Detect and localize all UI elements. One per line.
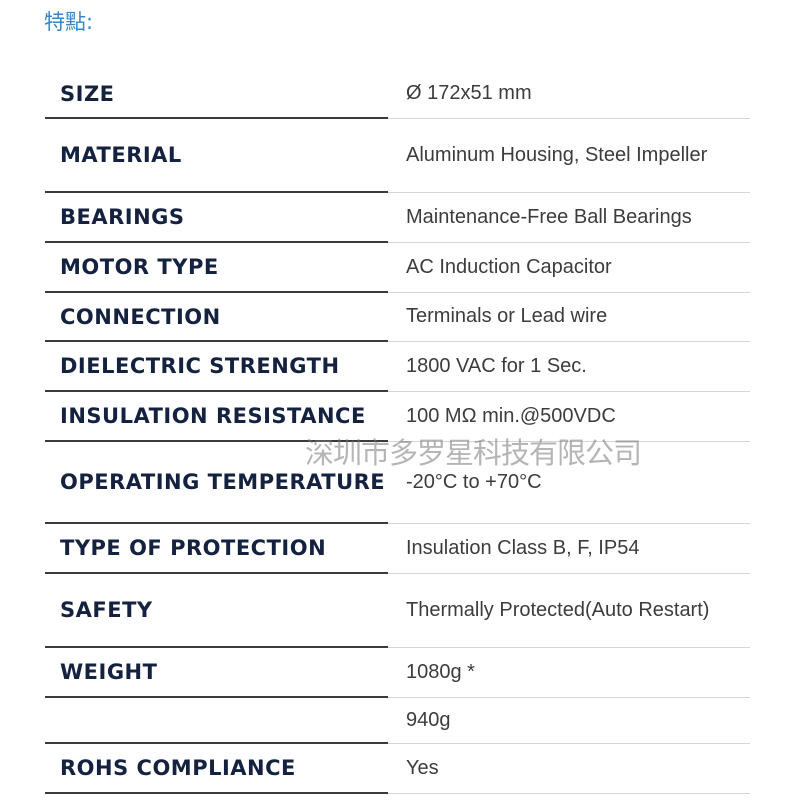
spec-label: MATERIAL — [45, 118, 388, 193]
spec-row: WEIGHT 1080g * — [45, 647, 750, 698]
spec-value: Aluminum Housing, Steel Impeller — [388, 118, 750, 193]
spec-value: Ø 172x51 mm — [388, 70, 750, 119]
spec-value: AC Induction Capacitor — [388, 242, 750, 293]
spec-value: 1800 VAC for 1 Sec. — [388, 341, 750, 392]
spec-row: ROHS COMPLIANCE Yes — [45, 743, 750, 794]
watermark: 深圳市多罗星科技有限公司 — [305, 436, 642, 470]
spec-row: 940g — [45, 697, 750, 744]
spec-value: -20°C to +70°C — [388, 441, 750, 524]
spec-label: TYPE OF PROTECTION — [45, 523, 388, 574]
spec-label: WEIGHT — [45, 647, 388, 698]
spec-label: DIELECTRIC STRENGTH — [45, 341, 388, 392]
spec-row: BEARINGS Maintenance-Free Ball Bearings — [45, 192, 750, 243]
spec-label: OPERATING TEMPERATURE — [45, 441, 388, 524]
spec-label: MOTOR TYPE — [45, 242, 388, 293]
spec-value: 940g — [388, 697, 750, 744]
spec-row: MOTOR TYPE AC Induction Capacitor — [45, 242, 750, 293]
spec-value: Terminals or Lead wire — [388, 292, 750, 342]
spec-table: SIZE Ø 172x51 mm MATERIAL Aluminum Housing,… — [45, 70, 750, 794]
spec-label: INSULATION RESISTANCE — [45, 391, 388, 442]
spec-value: Thermally Protected(Auto Restart) — [388, 573, 750, 648]
spec-row: SAFETY Thermally Protected(Auto Restart) — [45, 573, 750, 648]
spec-value: 1080g * — [388, 647, 750, 698]
spec-label: BEARINGS — [45, 192, 388, 243]
spec-value: 100 MΩ min.@500VDC — [388, 391, 750, 442]
spec-row: INSULATION RESISTANCE 100 MΩ min.@500VDC — [45, 391, 750, 442]
spec-row: OPERATING TEMPERATURE -20°C to +70°C — [45, 441, 750, 524]
spec-label: ROHS COMPLIANCE — [45, 743, 388, 794]
spec-label: SIZE — [45, 70, 388, 119]
spec-label: SAFETY — [45, 573, 388, 648]
spec-row: DIELECTRIC STRENGTH 1800 VAC for 1 Sec. — [45, 341, 750, 392]
spec-row: CONNECTION Terminals or Lead wire — [45, 292, 750, 342]
spec-row: TYPE OF PROTECTION Insulation Class B, F,… — [45, 523, 750, 574]
spec-value: Insulation Class B, F, IP54 — [388, 523, 750, 574]
spec-value: Maintenance-Free Ball Bearings — [388, 192, 750, 243]
spec-value: Yes — [388, 743, 750, 794]
spec-label — [45, 697, 388, 744]
heading: 特點: — [44, 10, 94, 34]
spec-label: CONNECTION — [45, 292, 388, 342]
spec-row: SIZE Ø 172x51 mm — [45, 70, 750, 119]
spec-row: MATERIAL Aluminum Housing, Steel Impeller — [45, 118, 750, 193]
